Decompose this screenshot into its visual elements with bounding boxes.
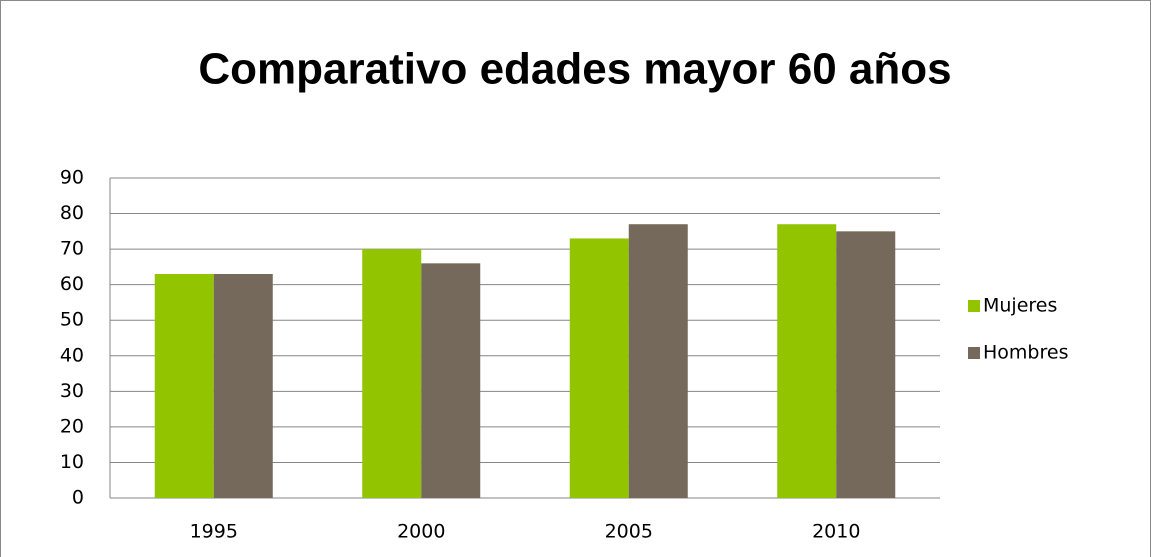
bar: [154, 274, 214, 498]
bar: [836, 231, 896, 499]
chart-title: Comparativo edades mayor 60 años: [198, 45, 951, 94]
bar: [777, 224, 837, 498]
legend-label: Hombres: [983, 342, 1068, 364]
y-tick-label: 10: [60, 451, 84, 473]
x-tick-label: 2010: [812, 521, 860, 543]
x-tick-label: 1995: [190, 521, 238, 543]
x-tick-label: 2000: [397, 521, 445, 543]
bar: [362, 249, 422, 498]
y-tick-label: 0: [72, 487, 84, 509]
bar: [213, 274, 273, 498]
bar: [628, 224, 688, 498]
bar: [421, 263, 481, 498]
y-tick-label: 50: [60, 309, 84, 331]
x-tick-label: 2005: [605, 521, 653, 543]
legend-swatch: [968, 300, 980, 312]
legend-label: Mujeres: [983, 295, 1057, 317]
y-tick-label: 70: [60, 238, 84, 260]
y-tick-label: 80: [60, 202, 84, 224]
y-tick-label: 40: [60, 344, 84, 366]
y-tick-label: 90: [60, 167, 84, 189]
y-tick-label: 20: [60, 415, 84, 437]
y-tick-label: 60: [60, 273, 84, 295]
bar: [569, 238, 629, 498]
y-tick-label: 30: [60, 380, 84, 402]
legend-swatch: [968, 347, 980, 359]
